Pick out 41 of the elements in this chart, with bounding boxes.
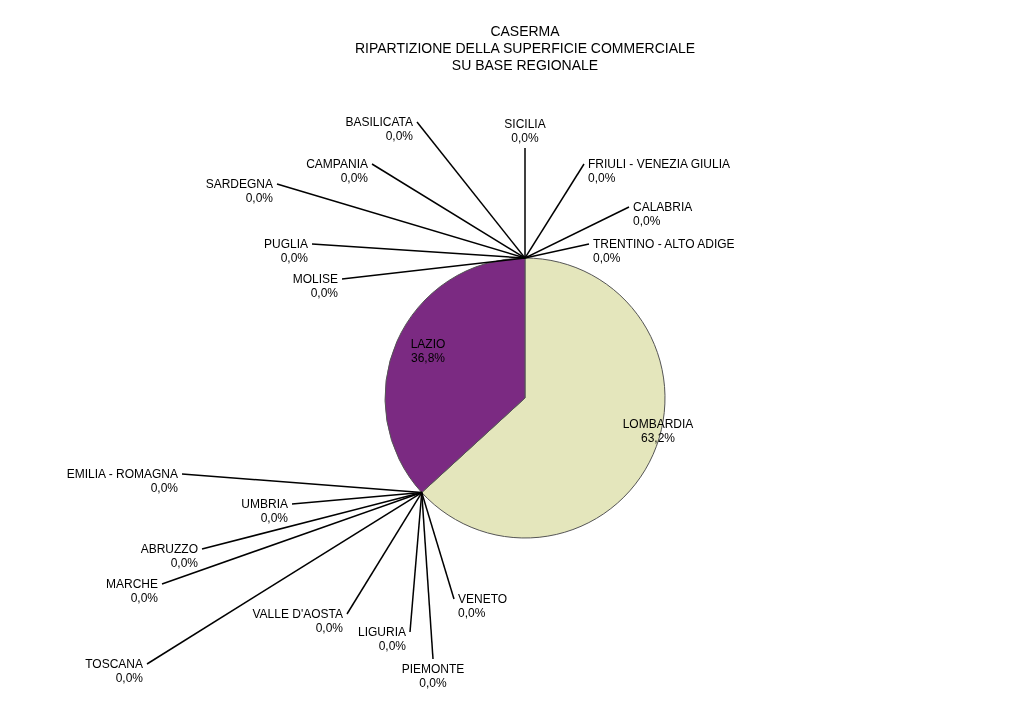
slice-label: LOMBARDIA <box>622 417 694 431</box>
category-label: SICILIA <box>504 117 546 131</box>
category-label: FRIULI - VENEZIA GIULIA <box>588 157 731 171</box>
text: 0,0% <box>170 556 198 570</box>
text: 0,0% <box>588 171 616 185</box>
category-label: PIEMONTE <box>401 662 465 676</box>
category-label: LIGURIA <box>357 625 406 639</box>
text: 0,0% <box>150 481 178 495</box>
category-label: ABRUZZO <box>140 542 198 556</box>
category-label: BASILICATA <box>345 115 413 129</box>
data-label: 36,8% <box>410 351 446 365</box>
text: 0,0% <box>245 191 273 205</box>
category-label: MARCHE <box>105 577 158 591</box>
text: 0,0% <box>130 591 158 605</box>
text: 0,0% <box>419 676 447 690</box>
text: 0,0% <box>458 606 486 620</box>
category-label: UMBRIA <box>241 497 288 511</box>
text: 0,0% <box>310 286 338 300</box>
text: 0,0% <box>115 671 143 685</box>
category-label: VALLE D'AOSTA <box>252 607 343 621</box>
category-label: EMILIA - ROMAGNA <box>66 467 178 481</box>
text: 0,0% <box>511 131 539 145</box>
category-label: MOLISE <box>292 272 338 286</box>
data-label: 63,2% <box>640 431 676 445</box>
text: 0,0% <box>385 129 413 143</box>
category-label: SARDEGNA <box>205 177 273 191</box>
text: 0,0% <box>378 639 406 653</box>
slice-label: LAZIO <box>410 337 446 351</box>
text: 0,0% <box>340 171 368 185</box>
category-label: TOSCANA <box>85 657 143 671</box>
category-label: VENETO <box>458 592 508 606</box>
text: 0,0% <box>260 511 288 525</box>
category-label: CALABRIA <box>633 200 693 214</box>
chart-title: CASERMA RIPARTIZIONE DELLA SUPERFICIE COMMERCIALE SU BASE REGIONALE <box>354 23 696 73</box>
category-label: CAMPANIA <box>306 157 368 171</box>
category-label: PUGLIA <box>263 237 308 251</box>
text: 0,0% <box>633 214 661 228</box>
text: 0,0% <box>315 621 343 635</box>
category-label: TRENTINO - ALTO ADIGE <box>593 237 735 251</box>
text: 0,0% <box>280 251 308 265</box>
text: 0,0% <box>593 251 621 265</box>
